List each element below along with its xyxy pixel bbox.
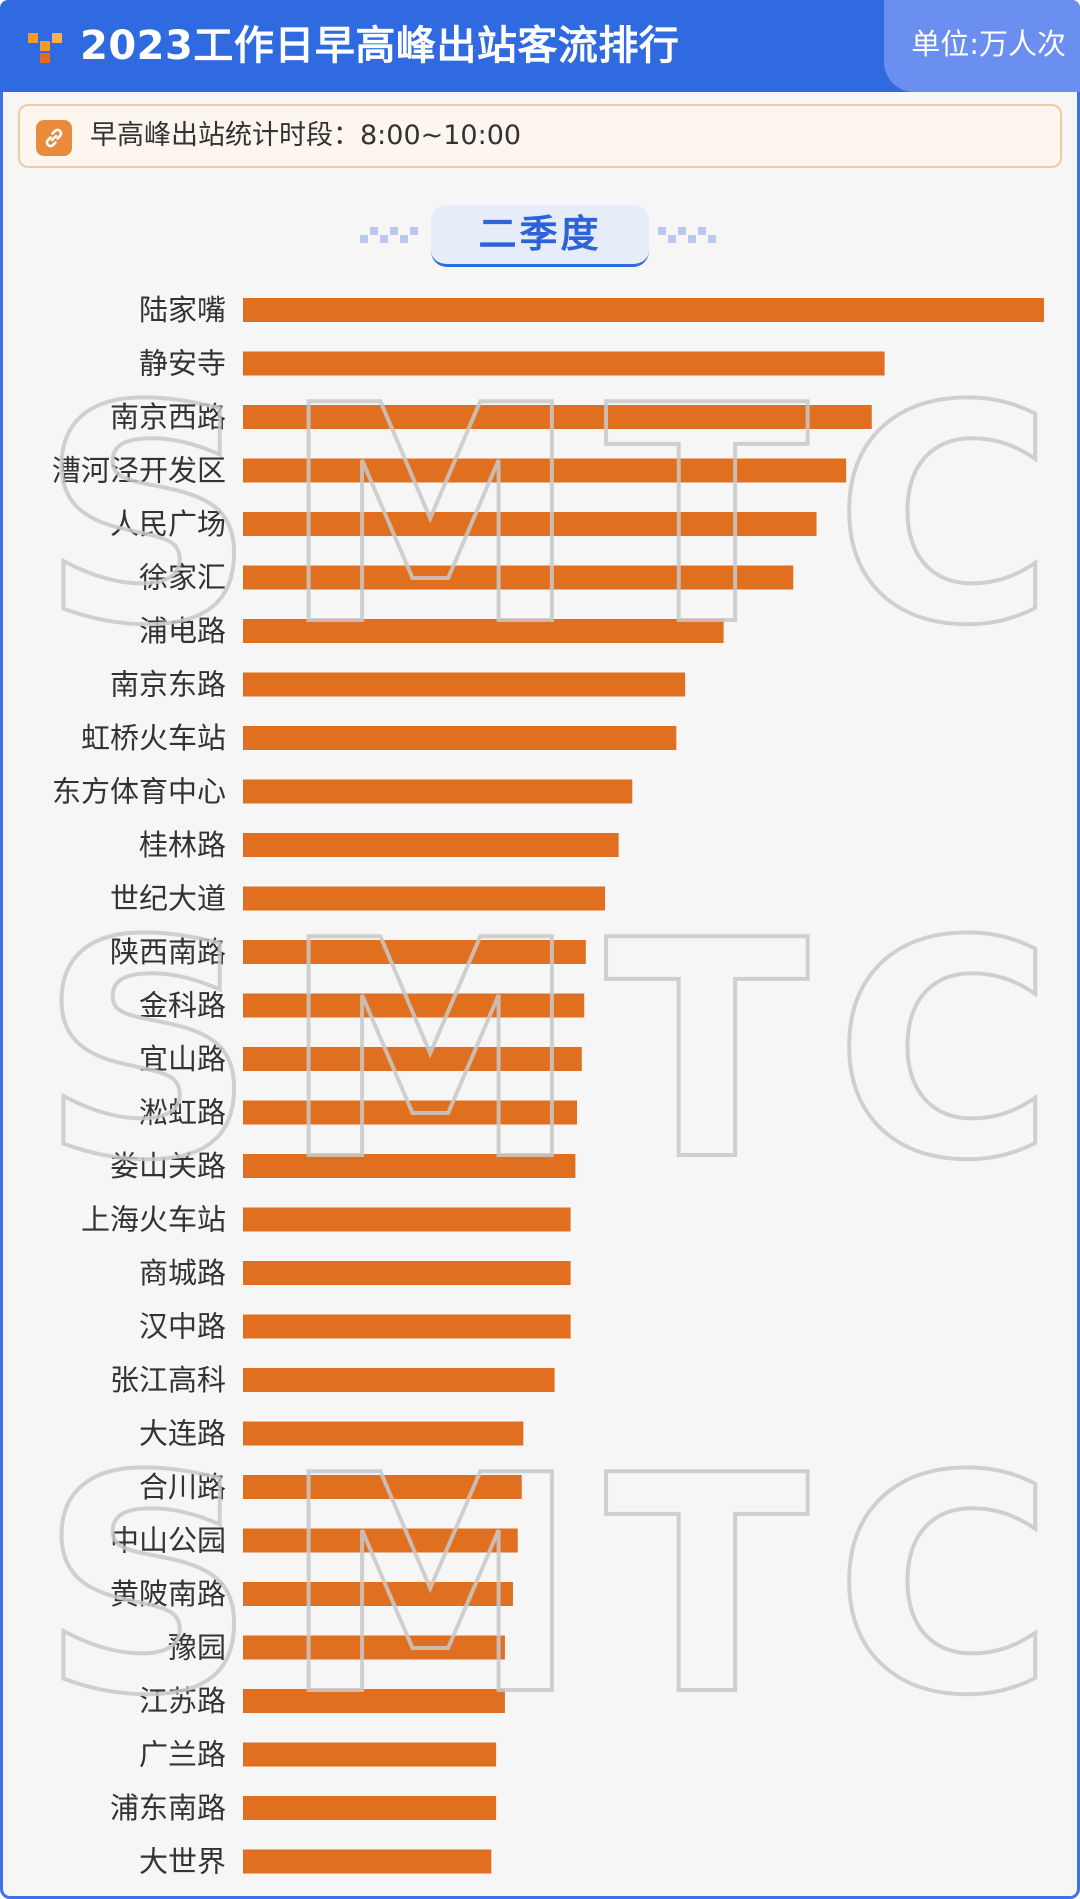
bar xyxy=(243,1635,505,1660)
category-label: 陆家嘴 xyxy=(139,293,226,327)
category-label: 金科路 xyxy=(139,989,226,1023)
bar xyxy=(243,1314,571,1339)
bar xyxy=(243,1261,571,1285)
bar xyxy=(243,1100,578,1125)
bar xyxy=(243,1047,582,1071)
category-label: 世纪大道 xyxy=(110,882,226,916)
bar xyxy=(243,1154,576,1178)
category-label: 合川路 xyxy=(139,1470,226,1504)
bar xyxy=(243,886,606,911)
bar xyxy=(243,565,794,590)
category-label: 中山公园 xyxy=(110,1524,226,1558)
header-bar: 2023工作日早高峰出站客流排行 单位:万人次 xyxy=(0,0,1080,92)
category-label: 上海火车站 xyxy=(81,1203,226,1237)
category-label: 漕河泾开发区 xyxy=(52,454,226,488)
bar xyxy=(243,1528,518,1553)
bar xyxy=(243,405,872,429)
bar xyxy=(243,1207,571,1232)
bar xyxy=(243,512,817,536)
bar xyxy=(243,1582,513,1606)
category-label: 南京西路 xyxy=(110,400,226,434)
tab-quarter[interactable]: 二季度 xyxy=(431,205,649,267)
category-label: 豫园 xyxy=(168,1631,226,1665)
category-label: 浦东南路 xyxy=(110,1791,226,1825)
bar xyxy=(243,458,847,483)
category-label: 广兰路 xyxy=(139,1738,226,1772)
category-label: 商城路 xyxy=(139,1256,226,1290)
page-title: 2023工作日早高峰出站客流排行 xyxy=(80,23,680,69)
unit-box: 单位:万人次 xyxy=(884,0,1080,92)
category-label: 宜山路 xyxy=(139,1042,226,1076)
category-label: 南京东路 xyxy=(110,668,226,702)
bar xyxy=(243,779,633,804)
category-label: 徐家汇 xyxy=(139,561,226,595)
bar xyxy=(243,1742,497,1767)
bar xyxy=(243,351,885,376)
note-bar: 早高峰出站统计时段：8:00~10:00 xyxy=(18,104,1062,168)
category-label: 淞虹路 xyxy=(139,1096,226,1130)
unit-label: 单位:万人次 xyxy=(911,27,1066,61)
link-icon xyxy=(36,120,72,156)
bar xyxy=(243,298,1044,322)
category-label: 人民广场 xyxy=(110,507,226,541)
tab-decoration-left xyxy=(360,227,418,243)
bar xyxy=(243,833,619,857)
bar xyxy=(243,1475,522,1499)
category-label: 虹桥火车站 xyxy=(81,721,226,755)
category-label: 静安寺 xyxy=(139,347,226,381)
bar xyxy=(243,940,586,964)
bar xyxy=(243,619,724,643)
bar xyxy=(243,993,585,1018)
bar xyxy=(243,1368,555,1392)
bar xyxy=(243,1421,524,1446)
tab-decoration-right xyxy=(658,227,716,243)
category-label: 桂林路 xyxy=(139,828,226,862)
bar xyxy=(243,672,686,697)
logo-icon xyxy=(28,33,62,63)
bar xyxy=(243,1689,505,1713)
category-label: 陕西南路 xyxy=(110,935,226,969)
category-label: 浦电路 xyxy=(139,614,226,648)
category-label: 黄陂南路 xyxy=(110,1577,226,1611)
category-label: 汉中路 xyxy=(139,1310,226,1344)
bar xyxy=(243,726,677,750)
category-label: 大世界 xyxy=(139,1845,226,1879)
bar xyxy=(243,1849,492,1874)
note-text: 早高峰出站统计时段：8:00~10:00 xyxy=(90,120,522,151)
category-label: 东方体育中心 xyxy=(52,775,226,809)
category-label: 张江高科 xyxy=(110,1363,226,1397)
category-label: 江苏路 xyxy=(139,1684,226,1718)
bar xyxy=(243,1796,497,1820)
category-label: 大连路 xyxy=(139,1417,226,1451)
category-label: 娄山关路 xyxy=(110,1149,226,1183)
